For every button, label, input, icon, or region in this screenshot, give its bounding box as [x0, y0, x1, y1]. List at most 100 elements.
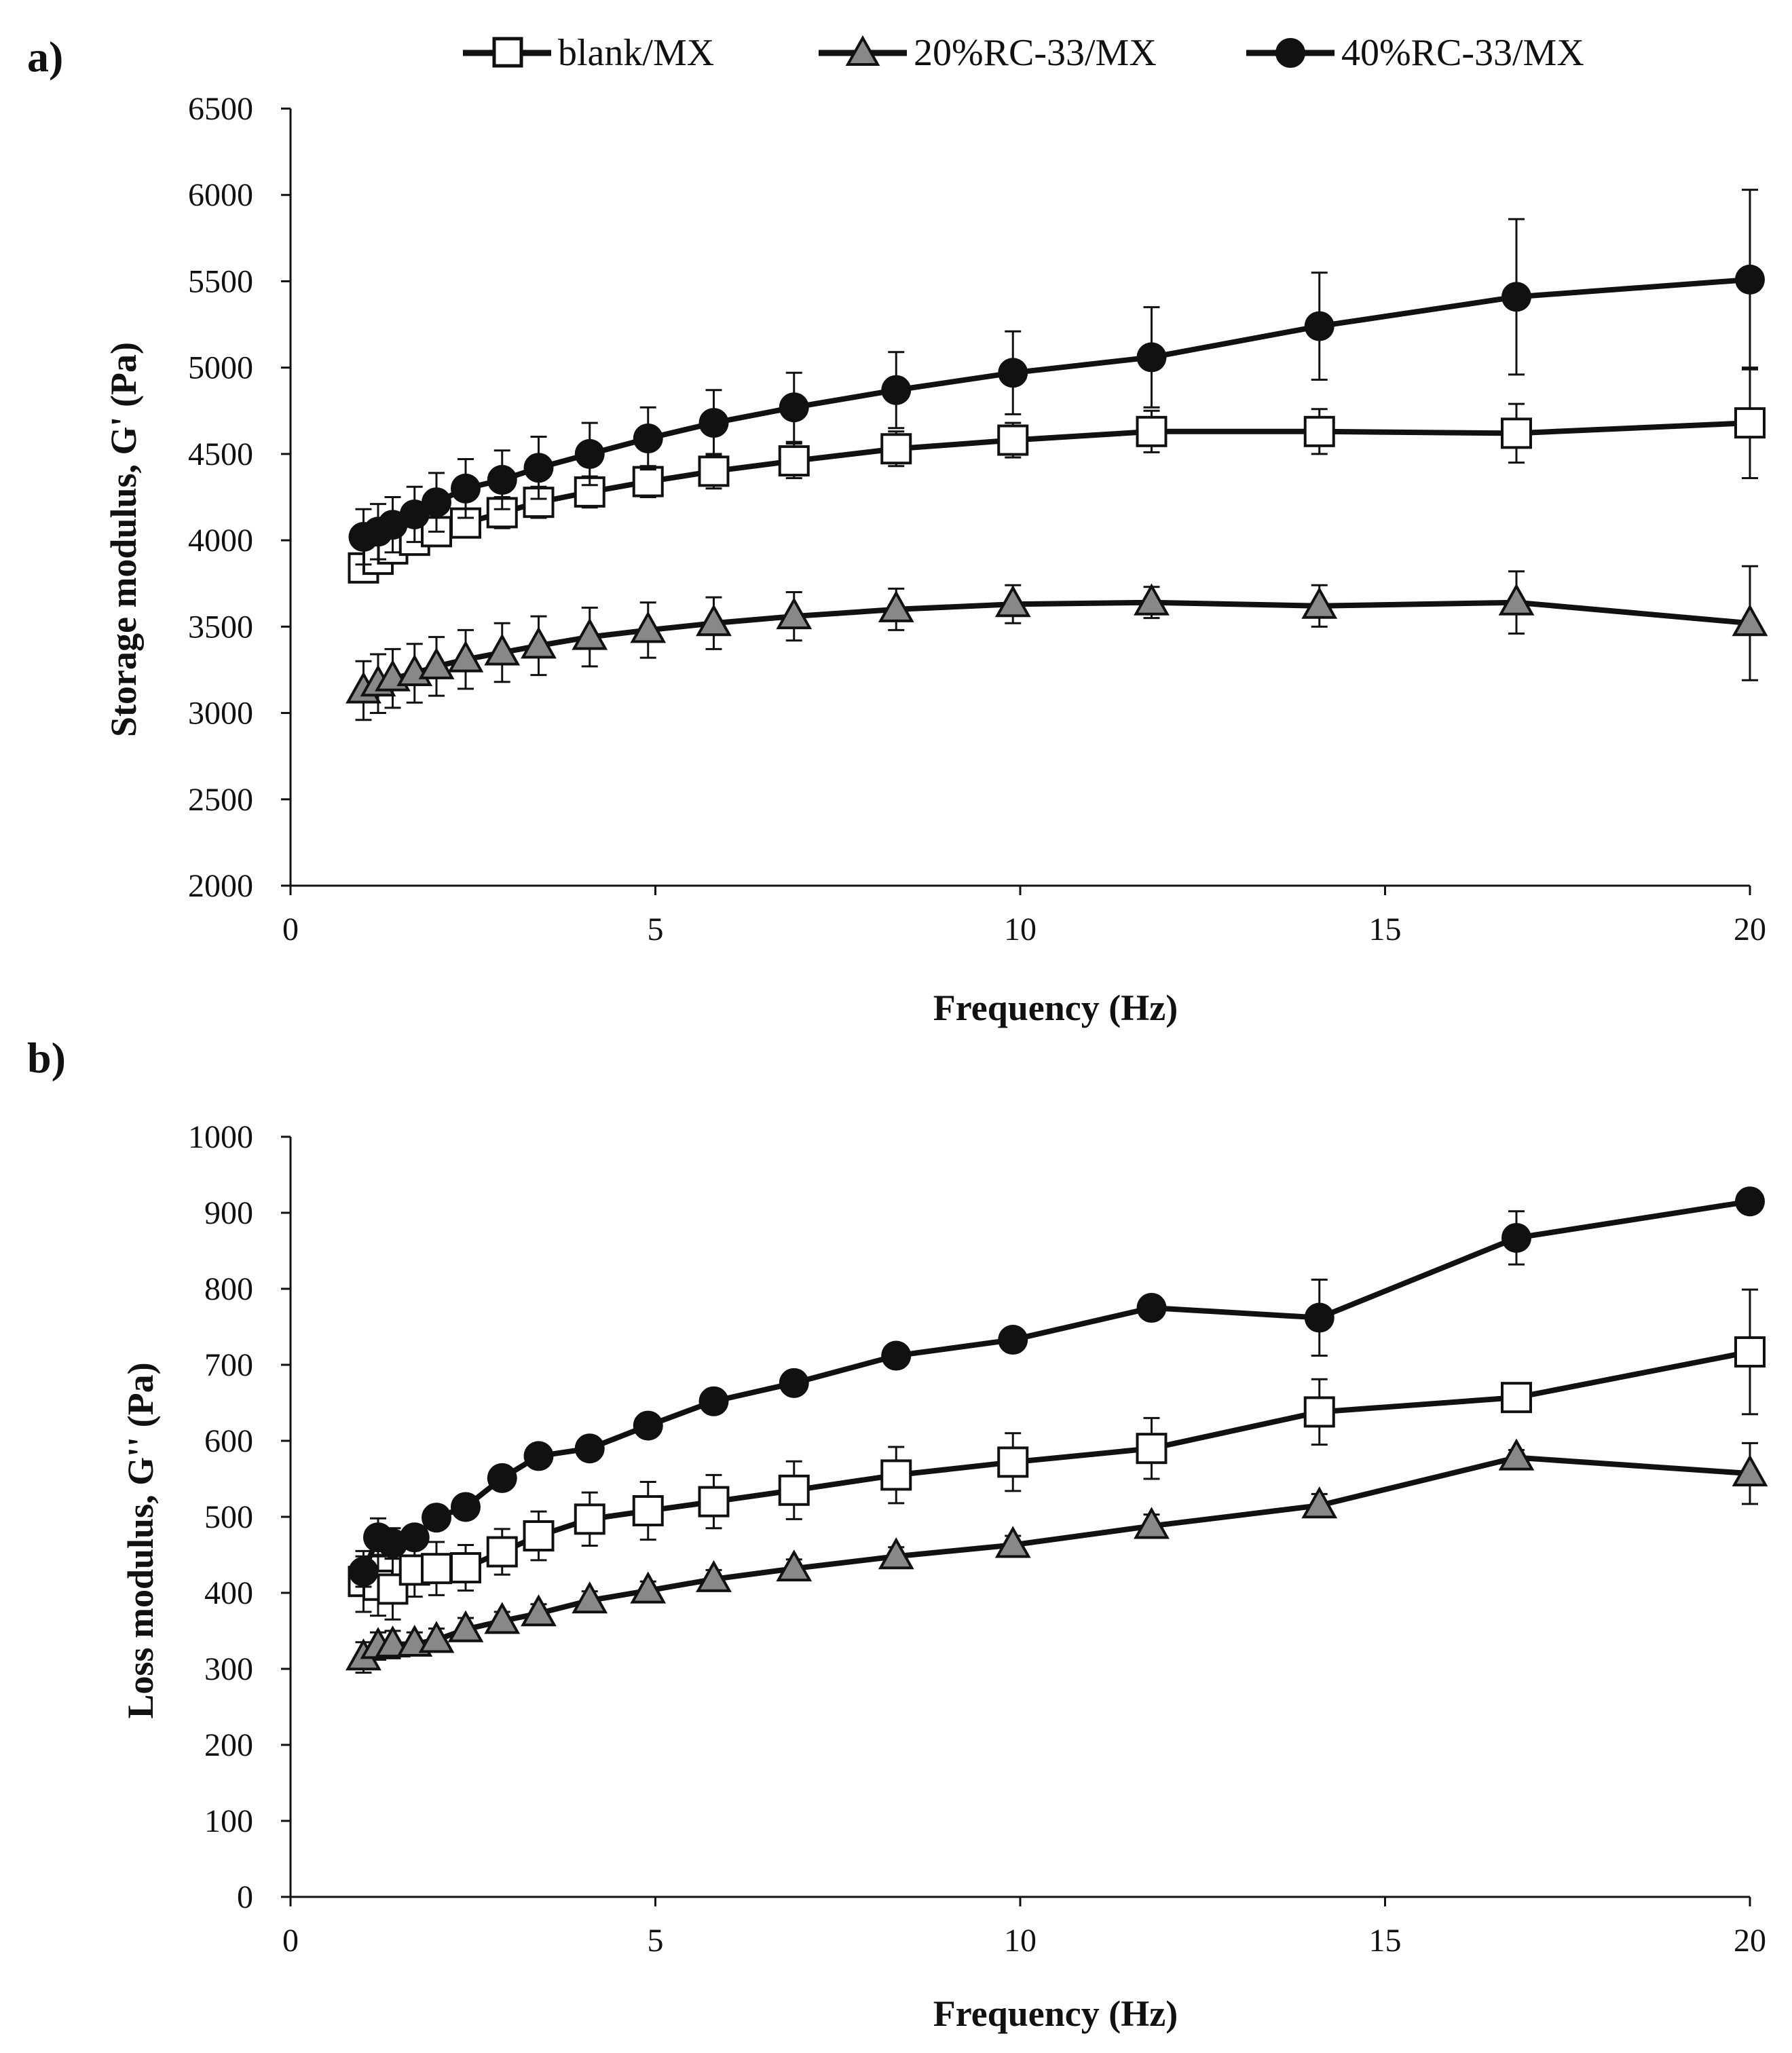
y-axis-title-b: Loss modulus, G'' (Pa)	[120, 1362, 161, 1718]
data-point-triangle	[447, 1610, 484, 1642]
data-point-circle	[574, 1433, 605, 1464]
data-point-triangle	[696, 604, 732, 637]
data-point-circle	[698, 408, 729, 438]
x-tick-label: 15	[1369, 1923, 1402, 1959]
data-point-circle	[451, 473, 481, 504]
y-tick-label: 600	[204, 1423, 253, 1459]
axes-b: 0 100 200 300 400 500 600 700 800 900 1000 0 5 10 15 20	[188, 1119, 1766, 1959]
data-point-circle	[1735, 264, 1765, 295]
data-point-circle	[1501, 1222, 1531, 1253]
y-tick-label: 1000	[188, 1119, 253, 1155]
data-point-triangle	[630, 1571, 667, 1604]
data-point-circle	[633, 423, 663, 453]
data-point-circle	[881, 375, 912, 405]
x-tick-label: 5	[648, 911, 664, 947]
legend-label-40pct: 40%RC-33/MX	[1341, 32, 1584, 74]
y-tick-label: 900	[204, 1195, 253, 1231]
data-point-circle	[998, 1325, 1028, 1355]
data-point-triangle	[630, 611, 667, 643]
data-point-circle	[779, 392, 809, 423]
data-point-triangle	[418, 1621, 455, 1653]
data-point-square	[1501, 1382, 1532, 1414]
data-point-square	[997, 424, 1029, 456]
panel-a: a) Storage modulus, G' (Pa) Frequency (H…	[27, 33, 1768, 1028]
data-point-triangle	[1134, 1507, 1170, 1539]
data-point-circle	[348, 1556, 379, 1587]
data-point-square	[1303, 415, 1335, 447]
y-tick-label: 6500	[188, 91, 253, 127]
x-tick-label: 0	[282, 1923, 299, 1959]
legend-marker-circle	[1275, 38, 1305, 68]
data-point-square	[632, 466, 664, 497]
data-point-square	[778, 445, 810, 477]
axes-a: 2000 2500 3000 3500 4000 4500 5000 5500 6000 6500…	[188, 91, 1766, 947]
data-point-square	[1136, 415, 1168, 447]
data-point-triangle	[572, 1581, 608, 1614]
data-point-triangle	[994, 1526, 1031, 1558]
y-tick-label: 0	[237, 1879, 253, 1915]
data-point-circle	[633, 1410, 663, 1441]
data-point-circle	[422, 1503, 451, 1533]
y-tick-label: 400	[204, 1575, 253, 1611]
legend-label-blank: blank/MX	[558, 32, 714, 74]
data-point-circle	[399, 499, 430, 529]
y-tick-label: 800	[204, 1271, 253, 1307]
data-point-triangle	[1498, 1438, 1535, 1471]
data-point-circle	[1304, 311, 1334, 341]
y-tick-label: 100	[204, 1803, 253, 1839]
data-point-square	[1501, 417, 1532, 449]
data-point-square	[1303, 1396, 1335, 1428]
data-point-circle	[881, 1340, 912, 1371]
data-point-circle	[451, 1492, 481, 1522]
series-line	[362, 1349, 1751, 1592]
x-axis-title-b: Frequency (Hz)	[933, 1993, 1178, 2034]
y-tick-label: 300	[204, 1651, 253, 1687]
series-triangle	[346, 565, 1768, 721]
x-tick-label: 10	[1004, 911, 1037, 947]
data-point-square	[632, 1495, 664, 1527]
legend-marker-triangle	[845, 35, 880, 66]
data-point-square	[698, 455, 730, 487]
data-point-square	[421, 1553, 452, 1585]
data-point-triangle	[776, 1549, 813, 1582]
data-point-circle	[1735, 1186, 1765, 1217]
data-point-circle	[487, 1463, 517, 1493]
y-tick-label: 3000	[188, 696, 253, 732]
data-point-circle	[698, 1386, 729, 1416]
y-tick-label: 700	[204, 1347, 253, 1383]
data-point-square	[450, 1552, 481, 1584]
x-tick-label: 15	[1369, 911, 1402, 947]
series-layer-a	[346, 189, 1768, 721]
data-point-square	[523, 1520, 555, 1551]
data-point-triangle	[878, 590, 914, 622]
data-point-triangle	[484, 1602, 521, 1634]
x-tick-label: 20	[1734, 911, 1766, 947]
data-point-circle	[1136, 342, 1167, 373]
x-tick-label: 20	[1734, 1923, 1766, 1959]
data-point-circle	[779, 1368, 809, 1398]
series-triangle	[346, 1438, 1768, 1674]
data-point-square	[880, 1459, 912, 1491]
data-point-circle	[1136, 1293, 1167, 1323]
legend-item-blank: blank/MX	[463, 32, 714, 74]
data-point-triangle	[447, 640, 484, 673]
series-circle	[348, 1186, 1765, 1588]
data-point-triangle	[776, 597, 813, 630]
series-layer-b	[346, 1186, 1768, 1674]
data-point-circle	[487, 465, 517, 495]
x-tick-label: 5	[648, 1923, 664, 1959]
legend-label-20pct: 20%RC-33/MX	[914, 32, 1157, 74]
series-line	[362, 1454, 1751, 1660]
data-point-triangle	[1301, 1486, 1338, 1519]
x-tick-label: 10	[1004, 1923, 1037, 1959]
y-tick-label: 5000	[188, 350, 253, 386]
data-point-circle	[523, 453, 554, 483]
data-point-triangle	[1301, 586, 1338, 619]
series-line	[362, 599, 1751, 694]
legend-item-20pct: 20%RC-33/MX	[819, 32, 1157, 74]
data-point-triangle	[521, 1594, 557, 1627]
data-point-square	[698, 1486, 730, 1518]
panel-label-a: a)	[27, 33, 63, 81]
data-point-triangle	[1732, 604, 1768, 637]
series-circle	[348, 189, 1765, 566]
